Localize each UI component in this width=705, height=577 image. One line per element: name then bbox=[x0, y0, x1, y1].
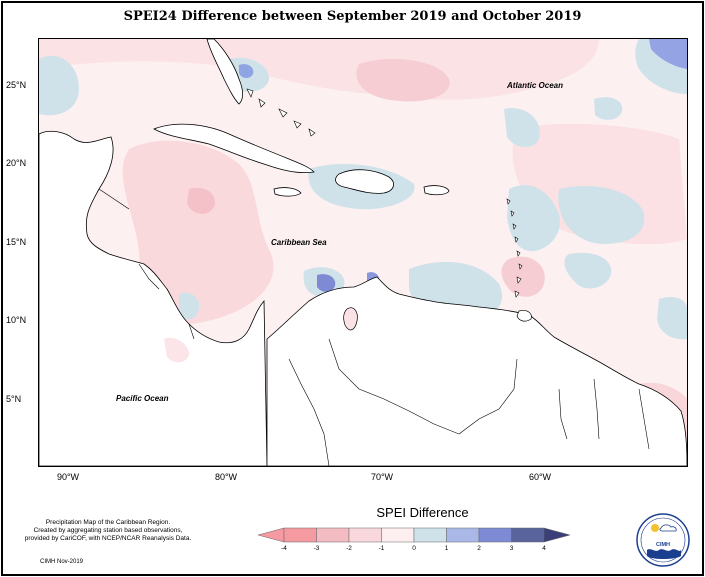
shading-blue-east-edge bbox=[657, 297, 687, 340]
shading-blue-lesser-antilles bbox=[507, 185, 560, 252]
shading-blob-antilles bbox=[501, 256, 545, 297]
caribbean-sea-label: Caribbean Sea bbox=[271, 238, 327, 247]
logo-text: CIMH bbox=[655, 542, 671, 548]
legend-swatch-1 bbox=[283, 527, 317, 543]
shading-blue-atl1 bbox=[594, 97, 623, 120]
shading-blue-colombia-core bbox=[317, 274, 336, 292]
shading-blue-atl4 bbox=[564, 252, 612, 289]
legend-tick: -2 bbox=[346, 545, 352, 552]
atlantic-ocean-label: Atlantic Ocean bbox=[507, 81, 564, 90]
sun-icon bbox=[651, 524, 659, 532]
pacific-ocean-label: Pacific Ocean bbox=[116, 394, 169, 403]
legend-title: SPEI Difference bbox=[376, 505, 469, 520]
lake-maracaibo bbox=[343, 307, 358, 331]
shading-blue-atl3 bbox=[558, 185, 645, 244]
land-florida bbox=[206, 39, 244, 105]
land-cuba bbox=[153, 123, 315, 173]
lat-label-15n: 15°N bbox=[6, 237, 27, 247]
legend-swatch-3 bbox=[348, 527, 382, 543]
footer-line-2: Created by aggregating station based obs… bbox=[33, 527, 183, 534]
legend-swatch-2 bbox=[316, 527, 350, 543]
legend-colorbar bbox=[258, 527, 570, 543]
map-canvas bbox=[39, 39, 687, 466]
legend-arrow-left bbox=[258, 527, 285, 543]
footer-description: Precipitation Map of the Caribbean Regio… bbox=[8, 519, 208, 543]
legend-tick: 2 bbox=[477, 545, 481, 552]
lat-label-20n: 20°N bbox=[6, 158, 27, 168]
shading-blob-north bbox=[356, 59, 450, 102]
shading-blob-central bbox=[122, 140, 274, 325]
lat-label-25n: 25°N bbox=[6, 80, 27, 90]
lon-label-80w: 80°W bbox=[214, 472, 238, 482]
shading-blue-panama bbox=[179, 292, 200, 320]
legend-swatch-5 bbox=[413, 527, 447, 543]
legend-swatch-4 bbox=[381, 527, 415, 543]
legend-tick: 3 bbox=[509, 545, 514, 552]
legend-arrow-right bbox=[543, 527, 570, 543]
land-bahamas bbox=[246, 88, 316, 137]
shading-pacific-pink bbox=[164, 337, 189, 363]
legend-tick: -4 bbox=[281, 545, 287, 552]
land-jamaica bbox=[273, 187, 302, 197]
shading-blue-atl2 bbox=[504, 108, 540, 148]
land-puerto-rico bbox=[423, 185, 450, 196]
footer-line-1: Precipitation Map of the Caribbean Regio… bbox=[45, 519, 171, 526]
land-central-america bbox=[39, 130, 268, 466]
political-borders bbox=[98, 188, 650, 466]
shading-blue-ne-core bbox=[649, 39, 687, 69]
legend-swatch-7 bbox=[478, 527, 512, 543]
land-hispaniola bbox=[335, 169, 394, 194]
waves-icon bbox=[647, 549, 681, 559]
lon-label-70w: 70°W bbox=[370, 472, 394, 482]
lon-label-60w: 60°W bbox=[528, 472, 552, 482]
legend-swatch-6 bbox=[446, 527, 480, 543]
land-trinidad bbox=[516, 310, 532, 322]
lat-label-5n: 5°N bbox=[6, 394, 22, 404]
shading-blue-gulf bbox=[39, 55, 79, 116]
shading-band-north bbox=[39, 39, 599, 100]
lat-label-10n: 10°N bbox=[6, 315, 27, 325]
shading-blue-bahamas-core bbox=[239, 64, 254, 79]
cloud-icon bbox=[659, 524, 677, 532]
footer-line-3: provided by CariCOF, with NCEP/NCAR Rean… bbox=[24, 535, 192, 542]
legend-tick: -1 bbox=[378, 545, 385, 552]
legend-tick: 0 bbox=[412, 545, 416, 552]
land-south-america bbox=[266, 276, 687, 466]
footer-credit: CIMH Nov-2019 bbox=[40, 559, 84, 565]
lon-label-90w: 90°W bbox=[56, 472, 80, 482]
map-title: SPEI24 Difference between September 2019… bbox=[123, 9, 582, 24]
legend-swatch-8 bbox=[511, 527, 545, 543]
legend-tick: 1 bbox=[444, 545, 449, 552]
legend-tick: -3 bbox=[313, 545, 320, 552]
map-panel: Atlantic Ocean Caribbean Sea Pacific Oce… bbox=[38, 38, 688, 467]
land-lesser-antilles bbox=[506, 198, 523, 298]
shading-blob-cuba-south bbox=[187, 187, 215, 214]
cimh-logo bbox=[636, 513, 690, 567]
legend-tick: 4 bbox=[542, 545, 546, 552]
